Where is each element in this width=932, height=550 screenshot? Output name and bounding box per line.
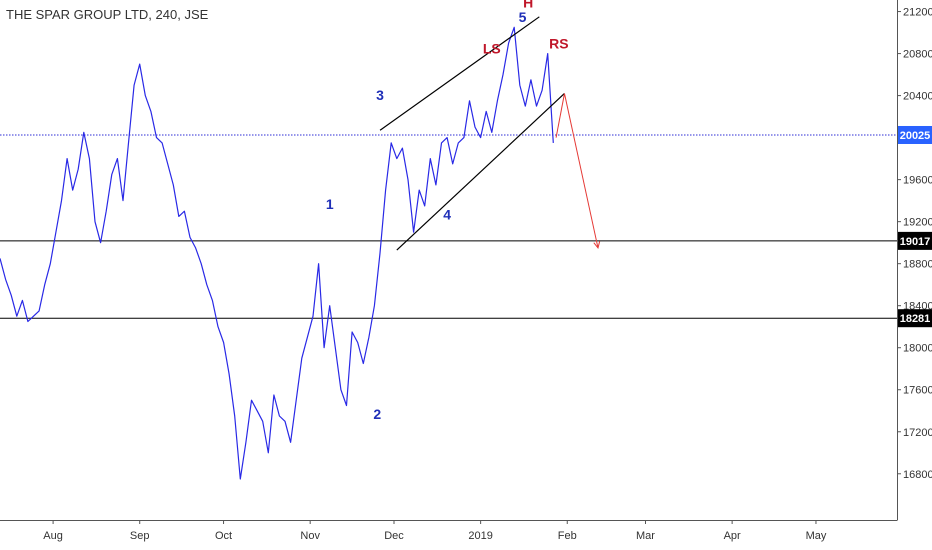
badge-label: 18281 xyxy=(900,313,931,325)
x-tick-label: Oct xyxy=(215,530,232,542)
level-badge: 18281 xyxy=(898,309,932,328)
x-tick-label: Aug xyxy=(43,530,63,542)
current-price-badge: 20025 xyxy=(898,125,932,144)
x-tick-label: Sep xyxy=(130,530,150,542)
channel-lower-line xyxy=(396,93,565,251)
x-tick-label: Apr xyxy=(724,530,741,542)
badge-label: 20025 xyxy=(900,130,931,142)
y-tick-label: 17600 xyxy=(903,385,932,397)
x-tick-label: Feb xyxy=(558,530,577,542)
channel-upper-line xyxy=(379,16,540,131)
pattern-label: H xyxy=(523,0,533,10)
pattern-label: LS xyxy=(483,41,501,57)
x-tick-label: 2019 xyxy=(468,530,492,542)
level-badge: 19017 xyxy=(898,231,932,250)
wave-label: 1 xyxy=(326,196,334,212)
projection-arrow-head xyxy=(593,241,601,250)
x-tick-label: Nov xyxy=(300,530,320,542)
x-tick-label: May xyxy=(806,530,827,542)
x-tick-label: Mar xyxy=(636,530,655,542)
x-tick-label: Dec xyxy=(384,530,404,542)
badge-label: 19017 xyxy=(900,236,931,248)
wave-label: 3 xyxy=(376,87,384,103)
wave-label: 2 xyxy=(373,406,381,422)
price-line xyxy=(0,26,554,480)
y-tick-label: 20400 xyxy=(903,91,932,103)
y-tick-label: 16800 xyxy=(903,469,932,481)
projection-connector-line xyxy=(555,93,565,138)
pattern-label: RS xyxy=(549,35,568,51)
y-tick-label: 17200 xyxy=(903,427,932,439)
badge-bg xyxy=(898,125,932,144)
y-tick-label: 20800 xyxy=(903,49,932,61)
badge-bg xyxy=(898,231,932,250)
y-tick-label: 19200 xyxy=(903,217,932,229)
projection-arrow-line xyxy=(563,93,599,249)
symbol-title: THE SPAR GROUP LTD, 240, JSE xyxy=(6,7,209,22)
wave-label: 4 xyxy=(443,207,451,223)
y-tick-label: 18800 xyxy=(903,259,932,271)
y-tick-label: 21200 xyxy=(903,7,932,19)
wave-label: 5 xyxy=(519,9,527,25)
badge-bg xyxy=(898,309,932,328)
y-tick-label: 18000 xyxy=(903,343,932,355)
y-tick-label: 19600 xyxy=(903,175,932,187)
